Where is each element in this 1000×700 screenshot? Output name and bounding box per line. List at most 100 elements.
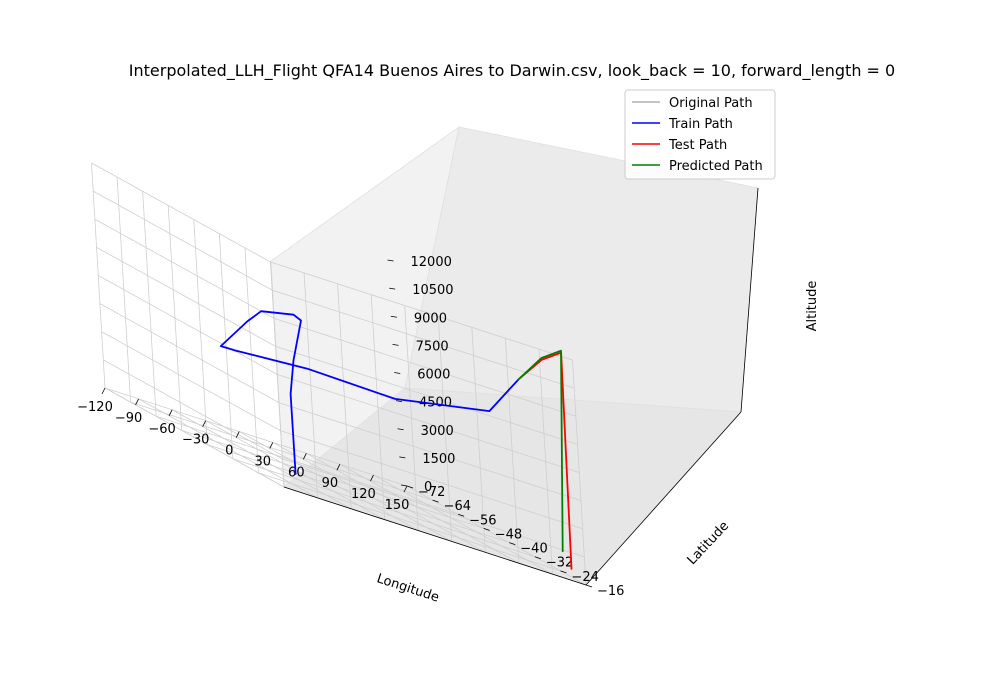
x-tick-mark bbox=[336, 464, 341, 471]
z-tick-label: 7500 bbox=[416, 339, 449, 354]
z-tick-label: 4500 bbox=[419, 396, 452, 411]
x-tick-label: −60 bbox=[148, 422, 175, 437]
z-tick-mark bbox=[392, 343, 399, 346]
z-tick-labels: 0 1500 3000 4500 6000 7500 9000 10500 12000 bbox=[411, 255, 456, 495]
y-gridline-floor bbox=[156, 415, 459, 515]
y-tick-label: −56 bbox=[469, 513, 496, 528]
y-tick-mark bbox=[585, 584, 593, 588]
x-tick-label: −120 bbox=[77, 400, 113, 415]
grid-lines bbox=[91, 162, 587, 586]
z-gridline-left bbox=[94, 218, 275, 319]
z-axis-line bbox=[740, 187, 759, 413]
z-gridline-left bbox=[98, 275, 278, 375]
z-gridline-left bbox=[103, 359, 283, 460]
tick-marks bbox=[101, 259, 593, 588]
z-tick-mark bbox=[390, 315, 397, 318]
x-gridline-floor bbox=[306, 452, 486, 553]
x-tick-mark bbox=[403, 485, 408, 493]
z-tick-mark bbox=[397, 428, 404, 431]
z-tick-mark bbox=[387, 259, 394, 262]
x-tick-label: −30 bbox=[182, 433, 209, 448]
z-gridline-back bbox=[270, 261, 573, 361]
y-tick-label: −72 bbox=[418, 485, 445, 500]
z-tick-label: 3000 bbox=[421, 424, 454, 439]
x-tick-mark bbox=[135, 398, 139, 406]
z-tick-label: 1500 bbox=[422, 452, 455, 467]
legend-label-original: Original Path bbox=[669, 96, 753, 111]
y-tick-mark bbox=[432, 499, 439, 503]
y-tick-mark bbox=[406, 485, 414, 489]
y-gridline-floor bbox=[104, 387, 408, 487]
x-gridline-floor bbox=[406, 485, 587, 586]
x-gridline-floor bbox=[171, 409, 352, 510]
x-tick-mark bbox=[168, 409, 173, 416]
z-gridline-back bbox=[273, 317, 576, 417]
legend-label-predicted: Predicted Path bbox=[669, 159, 763, 174]
chart-title: Interpolated_LLH_Flight QFA14 Buenos Air… bbox=[129, 61, 895, 81]
x-gridline-floor bbox=[339, 463, 520, 564]
x-tick-label: 120 bbox=[351, 487, 376, 502]
y-tick-mark bbox=[509, 542, 516, 545]
z-gridline-left bbox=[99, 303, 280, 403]
y-gridline-floor bbox=[181, 430, 484, 529]
z-tick-label: 0 bbox=[424, 480, 432, 495]
z-tick-mark bbox=[400, 484, 408, 487]
x-tick-label: 0 bbox=[225, 444, 233, 459]
x-gridline-floor bbox=[373, 474, 553, 575]
z-gridline-left bbox=[101, 331, 281, 432]
x-gridline-floor bbox=[138, 398, 318, 499]
x-gridline-floor bbox=[272, 442, 452, 542]
y-tick-label: −16 bbox=[597, 584, 624, 599]
x-tick-mark bbox=[101, 387, 106, 395]
axis-spines bbox=[283, 187, 759, 586]
y-gridline-floor bbox=[232, 458, 535, 558]
y-tick-label: −48 bbox=[495, 527, 522, 542]
x-tick-mark bbox=[370, 474, 374, 482]
z-tick-mark bbox=[399, 456, 406, 459]
y-gridline-floor bbox=[258, 472, 561, 572]
predicted-path-line bbox=[517, 349, 564, 553]
z-gridline-back bbox=[272, 289, 575, 389]
z-gridline-left bbox=[92, 190, 273, 291]
z-gridline-left bbox=[91, 162, 271, 263]
z-tick-label: 12000 bbox=[411, 255, 452, 270]
series-lines bbox=[219, 310, 573, 570]
z-axis-label: Altitude bbox=[805, 281, 820, 332]
legend-frame bbox=[624, 89, 776, 180]
z-gridline-back bbox=[277, 374, 580, 473]
z-gridline-back bbox=[275, 345, 578, 445]
x-tick-mark bbox=[202, 420, 207, 427]
y-axis-line bbox=[585, 411, 742, 586]
y-tick-label: −24 bbox=[571, 570, 598, 585]
y-tick-mark bbox=[560, 570, 567, 574]
legend-label-test: Test Path bbox=[668, 138, 727, 153]
x-tick-label: 90 bbox=[322, 476, 339, 491]
z-tick-label: 10500 bbox=[412, 283, 453, 298]
legend: Original Path Train Path Test Path Predi… bbox=[624, 89, 776, 180]
z-gridline-back bbox=[282, 458, 585, 558]
x-gridline-floor bbox=[239, 431, 419, 531]
y-tick-label: −64 bbox=[444, 499, 471, 514]
x-tick-label: 30 bbox=[255, 454, 272, 469]
y-tick-labels: −16−24−32−40−48−56−64−72 bbox=[418, 485, 624, 599]
axis-panes bbox=[270, 126, 759, 586]
x-tick-mark bbox=[235, 431, 240, 438]
z-gridline-left bbox=[96, 247, 276, 347]
y-tick-mark bbox=[483, 528, 490, 531]
x-tick-label: 150 bbox=[385, 498, 410, 513]
z-tick-label: 6000 bbox=[417, 368, 450, 383]
train-path-line bbox=[219, 310, 520, 475]
legend-label-train: Train Path bbox=[668, 117, 733, 132]
z-tick-mark bbox=[389, 287, 396, 290]
z-gridline-left bbox=[104, 387, 285, 488]
z-gridline-back bbox=[280, 430, 583, 530]
y-gridline-floor bbox=[207, 444, 510, 543]
x-axis-line bbox=[283, 486, 587, 586]
z-gridline-back bbox=[278, 402, 582, 502]
y-gridline-floor bbox=[130, 401, 433, 501]
y-tick-mark bbox=[458, 513, 465, 517]
z-tick-label: 9000 bbox=[414, 311, 447, 326]
x-tick-mark bbox=[302, 453, 307, 460]
